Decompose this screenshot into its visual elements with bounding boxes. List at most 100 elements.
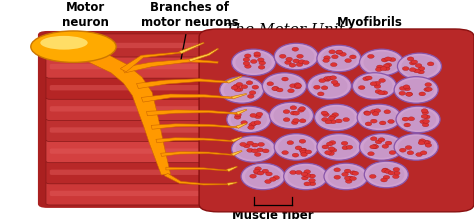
Ellipse shape — [319, 79, 326, 83]
Ellipse shape — [307, 73, 351, 99]
FancyBboxPatch shape — [46, 118, 314, 142]
Ellipse shape — [403, 85, 410, 89]
FancyBboxPatch shape — [46, 140, 314, 163]
Ellipse shape — [341, 141, 348, 145]
Ellipse shape — [321, 86, 328, 90]
Ellipse shape — [372, 112, 379, 116]
Ellipse shape — [224, 79, 260, 101]
Ellipse shape — [244, 144, 250, 148]
Ellipse shape — [358, 86, 365, 89]
Ellipse shape — [336, 50, 343, 54]
Ellipse shape — [328, 165, 364, 187]
Ellipse shape — [318, 92, 324, 96]
Ellipse shape — [292, 153, 299, 157]
Ellipse shape — [374, 85, 381, 88]
Ellipse shape — [302, 61, 309, 64]
Polygon shape — [161, 152, 232, 156]
Ellipse shape — [329, 115, 336, 119]
Ellipse shape — [368, 152, 374, 156]
Ellipse shape — [407, 57, 414, 61]
Ellipse shape — [240, 142, 246, 146]
Ellipse shape — [322, 118, 328, 122]
Ellipse shape — [411, 60, 418, 64]
Ellipse shape — [371, 119, 377, 123]
Ellipse shape — [359, 134, 404, 160]
Ellipse shape — [324, 77, 330, 81]
Ellipse shape — [378, 138, 385, 142]
Ellipse shape — [247, 148, 254, 152]
FancyBboxPatch shape — [46, 182, 314, 205]
Ellipse shape — [257, 58, 264, 62]
Ellipse shape — [245, 64, 251, 68]
Polygon shape — [179, 42, 204, 54]
Ellipse shape — [301, 176, 308, 180]
Ellipse shape — [40, 36, 88, 50]
Ellipse shape — [365, 122, 372, 126]
Ellipse shape — [234, 88, 241, 92]
Ellipse shape — [400, 86, 406, 90]
Ellipse shape — [321, 111, 328, 115]
Ellipse shape — [288, 89, 294, 93]
Ellipse shape — [402, 117, 409, 121]
Ellipse shape — [290, 84, 296, 88]
Ellipse shape — [282, 151, 288, 155]
Ellipse shape — [394, 77, 438, 103]
Ellipse shape — [245, 165, 281, 187]
Ellipse shape — [286, 57, 292, 61]
FancyBboxPatch shape — [50, 64, 310, 69]
Polygon shape — [236, 123, 247, 128]
Ellipse shape — [287, 141, 293, 145]
Ellipse shape — [418, 70, 424, 74]
Ellipse shape — [329, 50, 336, 54]
Ellipse shape — [404, 123, 410, 127]
Text: The Motor Unit: The Motor Unit — [225, 23, 344, 37]
Ellipse shape — [236, 83, 243, 86]
Ellipse shape — [367, 54, 374, 58]
Ellipse shape — [393, 171, 400, 175]
Ellipse shape — [345, 176, 351, 180]
Ellipse shape — [283, 118, 290, 122]
Ellipse shape — [375, 90, 382, 93]
Polygon shape — [137, 79, 228, 89]
FancyBboxPatch shape — [50, 169, 310, 175]
Ellipse shape — [372, 145, 378, 149]
FancyBboxPatch shape — [50, 191, 310, 196]
Polygon shape — [236, 109, 247, 115]
Polygon shape — [226, 166, 237, 172]
Ellipse shape — [256, 112, 263, 116]
Ellipse shape — [342, 172, 348, 176]
Ellipse shape — [301, 172, 308, 176]
FancyBboxPatch shape — [50, 149, 310, 154]
Ellipse shape — [372, 145, 379, 149]
Ellipse shape — [300, 150, 307, 154]
Ellipse shape — [408, 117, 415, 121]
Ellipse shape — [324, 163, 368, 190]
Ellipse shape — [301, 153, 308, 157]
Ellipse shape — [250, 174, 256, 178]
FancyBboxPatch shape — [46, 161, 314, 184]
Ellipse shape — [295, 146, 302, 150]
Ellipse shape — [250, 114, 256, 117]
Ellipse shape — [262, 73, 306, 99]
Ellipse shape — [264, 180, 271, 184]
Ellipse shape — [254, 169, 260, 173]
Polygon shape — [164, 173, 228, 185]
Ellipse shape — [397, 53, 441, 80]
Ellipse shape — [276, 88, 283, 92]
Ellipse shape — [254, 170, 260, 174]
Text: Branches of
motor neurons: Branches of motor neurons — [141, 1, 238, 62]
Ellipse shape — [350, 171, 356, 175]
Ellipse shape — [231, 136, 276, 162]
Ellipse shape — [254, 52, 260, 56]
Ellipse shape — [379, 121, 386, 125]
Polygon shape — [156, 138, 232, 143]
Ellipse shape — [420, 120, 427, 124]
Ellipse shape — [426, 87, 432, 91]
Ellipse shape — [241, 163, 285, 190]
Ellipse shape — [317, 45, 361, 72]
Ellipse shape — [270, 177, 276, 181]
Ellipse shape — [282, 77, 288, 81]
Ellipse shape — [349, 55, 356, 59]
Ellipse shape — [381, 91, 388, 95]
Ellipse shape — [292, 121, 298, 124]
